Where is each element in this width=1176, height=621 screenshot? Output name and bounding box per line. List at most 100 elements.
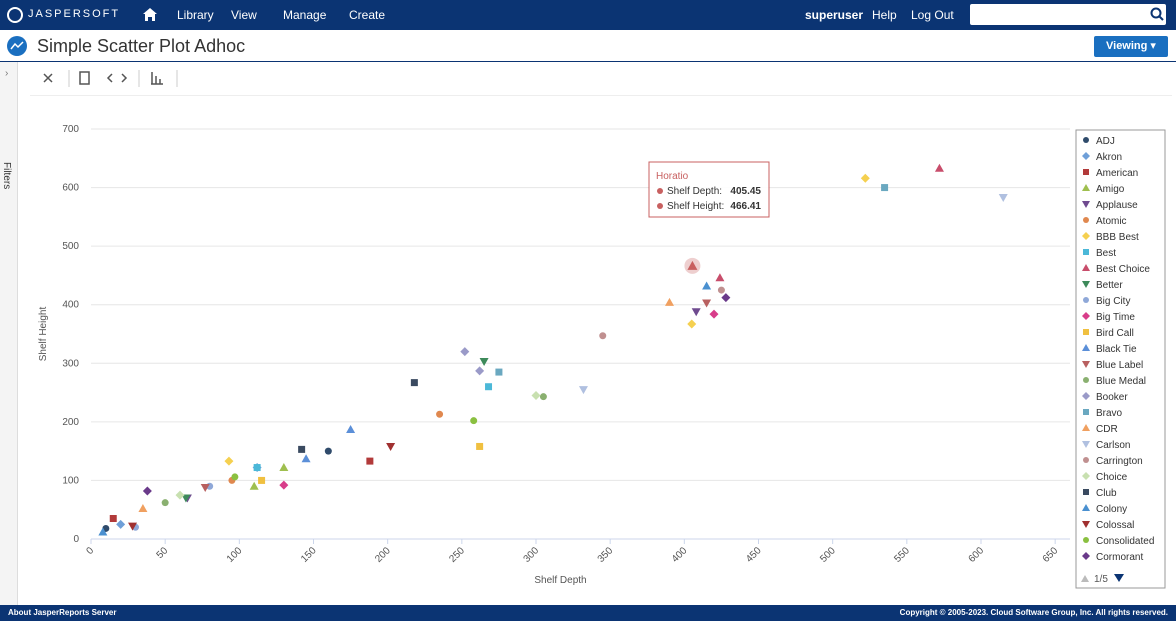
- legend-item[interactable]: Bravo: [1083, 408, 1123, 419]
- legend-item[interactable]: Blue Medal: [1083, 376, 1146, 387]
- legend-label: Amigo: [1096, 184, 1125, 195]
- legend-item[interactable]: Applause: [1082, 200, 1138, 211]
- scatter-point: [881, 184, 889, 192]
- legend-item[interactable]: Blue Label: [1082, 360, 1143, 371]
- y-tick-label: 200: [62, 417, 79, 428]
- scatter-point: [934, 163, 944, 172]
- x-tick-label: 650: [1041, 545, 1061, 565]
- chart: 0 100 200 300 400 500 600 700 0 50 100 150 200 250 300…: [38, 124, 1166, 589]
- legend-symbol: [1082, 264, 1090, 271]
- scatter-point: [578, 386, 588, 395]
- scatter-point: [410, 379, 418, 387]
- legend-symbol: [1083, 489, 1089, 495]
- x-tick-label: 350: [596, 545, 616, 565]
- x-tick-label: 300: [522, 545, 542, 565]
- nav-item[interactable]: Library: [177, 8, 214, 22]
- y-tick-label: 600: [62, 183, 79, 194]
- scatter-point: [485, 383, 493, 391]
- legend-item[interactable]: ADJ: [1083, 136, 1115, 147]
- legend-label: Club: [1096, 488, 1117, 499]
- scatter-point: [599, 332, 607, 340]
- legend-item[interactable]: Choice: [1082, 472, 1128, 483]
- legend-item[interactable]: Big City: [1083, 296, 1130, 307]
- tooltip-value: 405.45: [730, 186, 761, 197]
- legend-label: Atomic: [1096, 216, 1127, 227]
- logout[interactable]: Log Out: [911, 8, 954, 22]
- legend-label: Better: [1096, 280, 1123, 291]
- x-tick-label: 500: [818, 545, 838, 565]
- legend-item[interactable]: Akron: [1082, 152, 1122, 163]
- logo-icon: [7, 7, 23, 23]
- nav-item[interactable]: Create: [349, 8, 386, 22]
- legend-symbol: [1082, 201, 1090, 208]
- toolbar-icons[interactable]: [30, 62, 190, 95]
- legend-prev: [1081, 575, 1089, 582]
- scatter-point: [324, 447, 332, 455]
- legend-symbol: [1082, 472, 1090, 480]
- legend-item[interactable]: Bird Call: [1083, 328, 1134, 339]
- legend-item[interactable]: Consolidated: [1083, 536, 1154, 547]
- legend-item[interactable]: Black Tie: [1082, 344, 1137, 355]
- legend-symbol: [1082, 392, 1090, 400]
- legend-label: Consolidated: [1096, 536, 1154, 547]
- legend-item[interactable]: Cormorant: [1082, 552, 1143, 563]
- legend-item[interactable]: Colony: [1082, 504, 1127, 515]
- viewing-button[interactable]: Viewing ▾: [1094, 36, 1168, 57]
- filters-panel[interactable]: › Filters: [0, 62, 18, 605]
- legend-item[interactable]: Best: [1083, 248, 1116, 259]
- legend-item[interactable]: Colossal: [1082, 520, 1134, 531]
- report-title: Simple Scatter Plot Adhoc: [37, 36, 246, 56]
- legend-item[interactable]: Atomic: [1083, 216, 1127, 227]
- legend-symbol: [1083, 377, 1089, 383]
- user[interactable]: superuser: [805, 8, 864, 22]
- filters-label[interactable]: Filters: [1, 162, 12, 190]
- nav-item[interactable]: View: [231, 8, 257, 22]
- y-tick-label: 400: [62, 300, 79, 311]
- help[interactable]: Help: [872, 8, 897, 22]
- hover-point: [687, 260, 698, 270]
- report-icon: [7, 36, 27, 56]
- report-header: Simple Scatter Plot Adhoc Viewing ▾: [0, 30, 1176, 62]
- x-tick-label: 600: [967, 545, 987, 565]
- home-icon[interactable]: [143, 8, 157, 21]
- toolbar: [30, 62, 1172, 96]
- scatter-point: [138, 504, 148, 513]
- legend-label: Colony: [1096, 504, 1127, 515]
- legend-pager: 1/5: [1094, 574, 1108, 585]
- x-tick-label: 100: [225, 545, 245, 565]
- legend-item[interactable]: Amigo: [1082, 184, 1125, 195]
- legend-item[interactable]: Best Choice: [1082, 264, 1150, 275]
- legend-symbol: [1083, 137, 1089, 143]
- legend-next[interactable]: [1114, 574, 1124, 582]
- legend-label: Big Time: [1096, 312, 1135, 323]
- viewing-label[interactable]: Viewing: [1106, 40, 1148, 52]
- legend-symbol: [1083, 249, 1089, 255]
- legend-label: Akron: [1096, 152, 1122, 163]
- legend-symbol: [1083, 329, 1089, 335]
- legend-item[interactable]: Booker: [1082, 392, 1128, 403]
- legend-item[interactable]: Better: [1082, 280, 1123, 291]
- scatter-point: [109, 515, 117, 522]
- search-box[interactable]: [970, 4, 1166, 25]
- tooltip-label: Shelf Height:: [667, 201, 724, 212]
- legend-item[interactable]: Carlson: [1082, 440, 1130, 451]
- legend-label: Applause: [1096, 200, 1138, 211]
- about-link[interactable]: About JasperReports Server: [8, 608, 117, 617]
- legend-label: Colossal: [1096, 520, 1134, 531]
- legend-item[interactable]: Club: [1083, 488, 1117, 499]
- legend-label: CDR: [1096, 424, 1118, 435]
- nav-item[interactable]: Manage: [283, 8, 327, 22]
- legend-label: Best Choice: [1096, 264, 1150, 275]
- tooltip-dot: [657, 203, 663, 209]
- scatter-point: [116, 519, 126, 529]
- legend-symbol: [1083, 457, 1089, 463]
- legend-item[interactable]: BBB Best: [1082, 232, 1139, 243]
- legend-label: Blue Label: [1096, 360, 1143, 371]
- legend-item[interactable]: CDR: [1082, 424, 1118, 435]
- legend-item[interactable]: Carrington: [1083, 456, 1143, 467]
- legend-item[interactable]: Big Time: [1082, 312, 1135, 323]
- legend-item[interactable]: American: [1083, 168, 1138, 179]
- top-bar: JASPERSOFT Library View Manage Create su…: [0, 0, 1176, 30]
- scatter-point: [998, 194, 1008, 203]
- search-icon[interactable]: [1150, 7, 1164, 21]
